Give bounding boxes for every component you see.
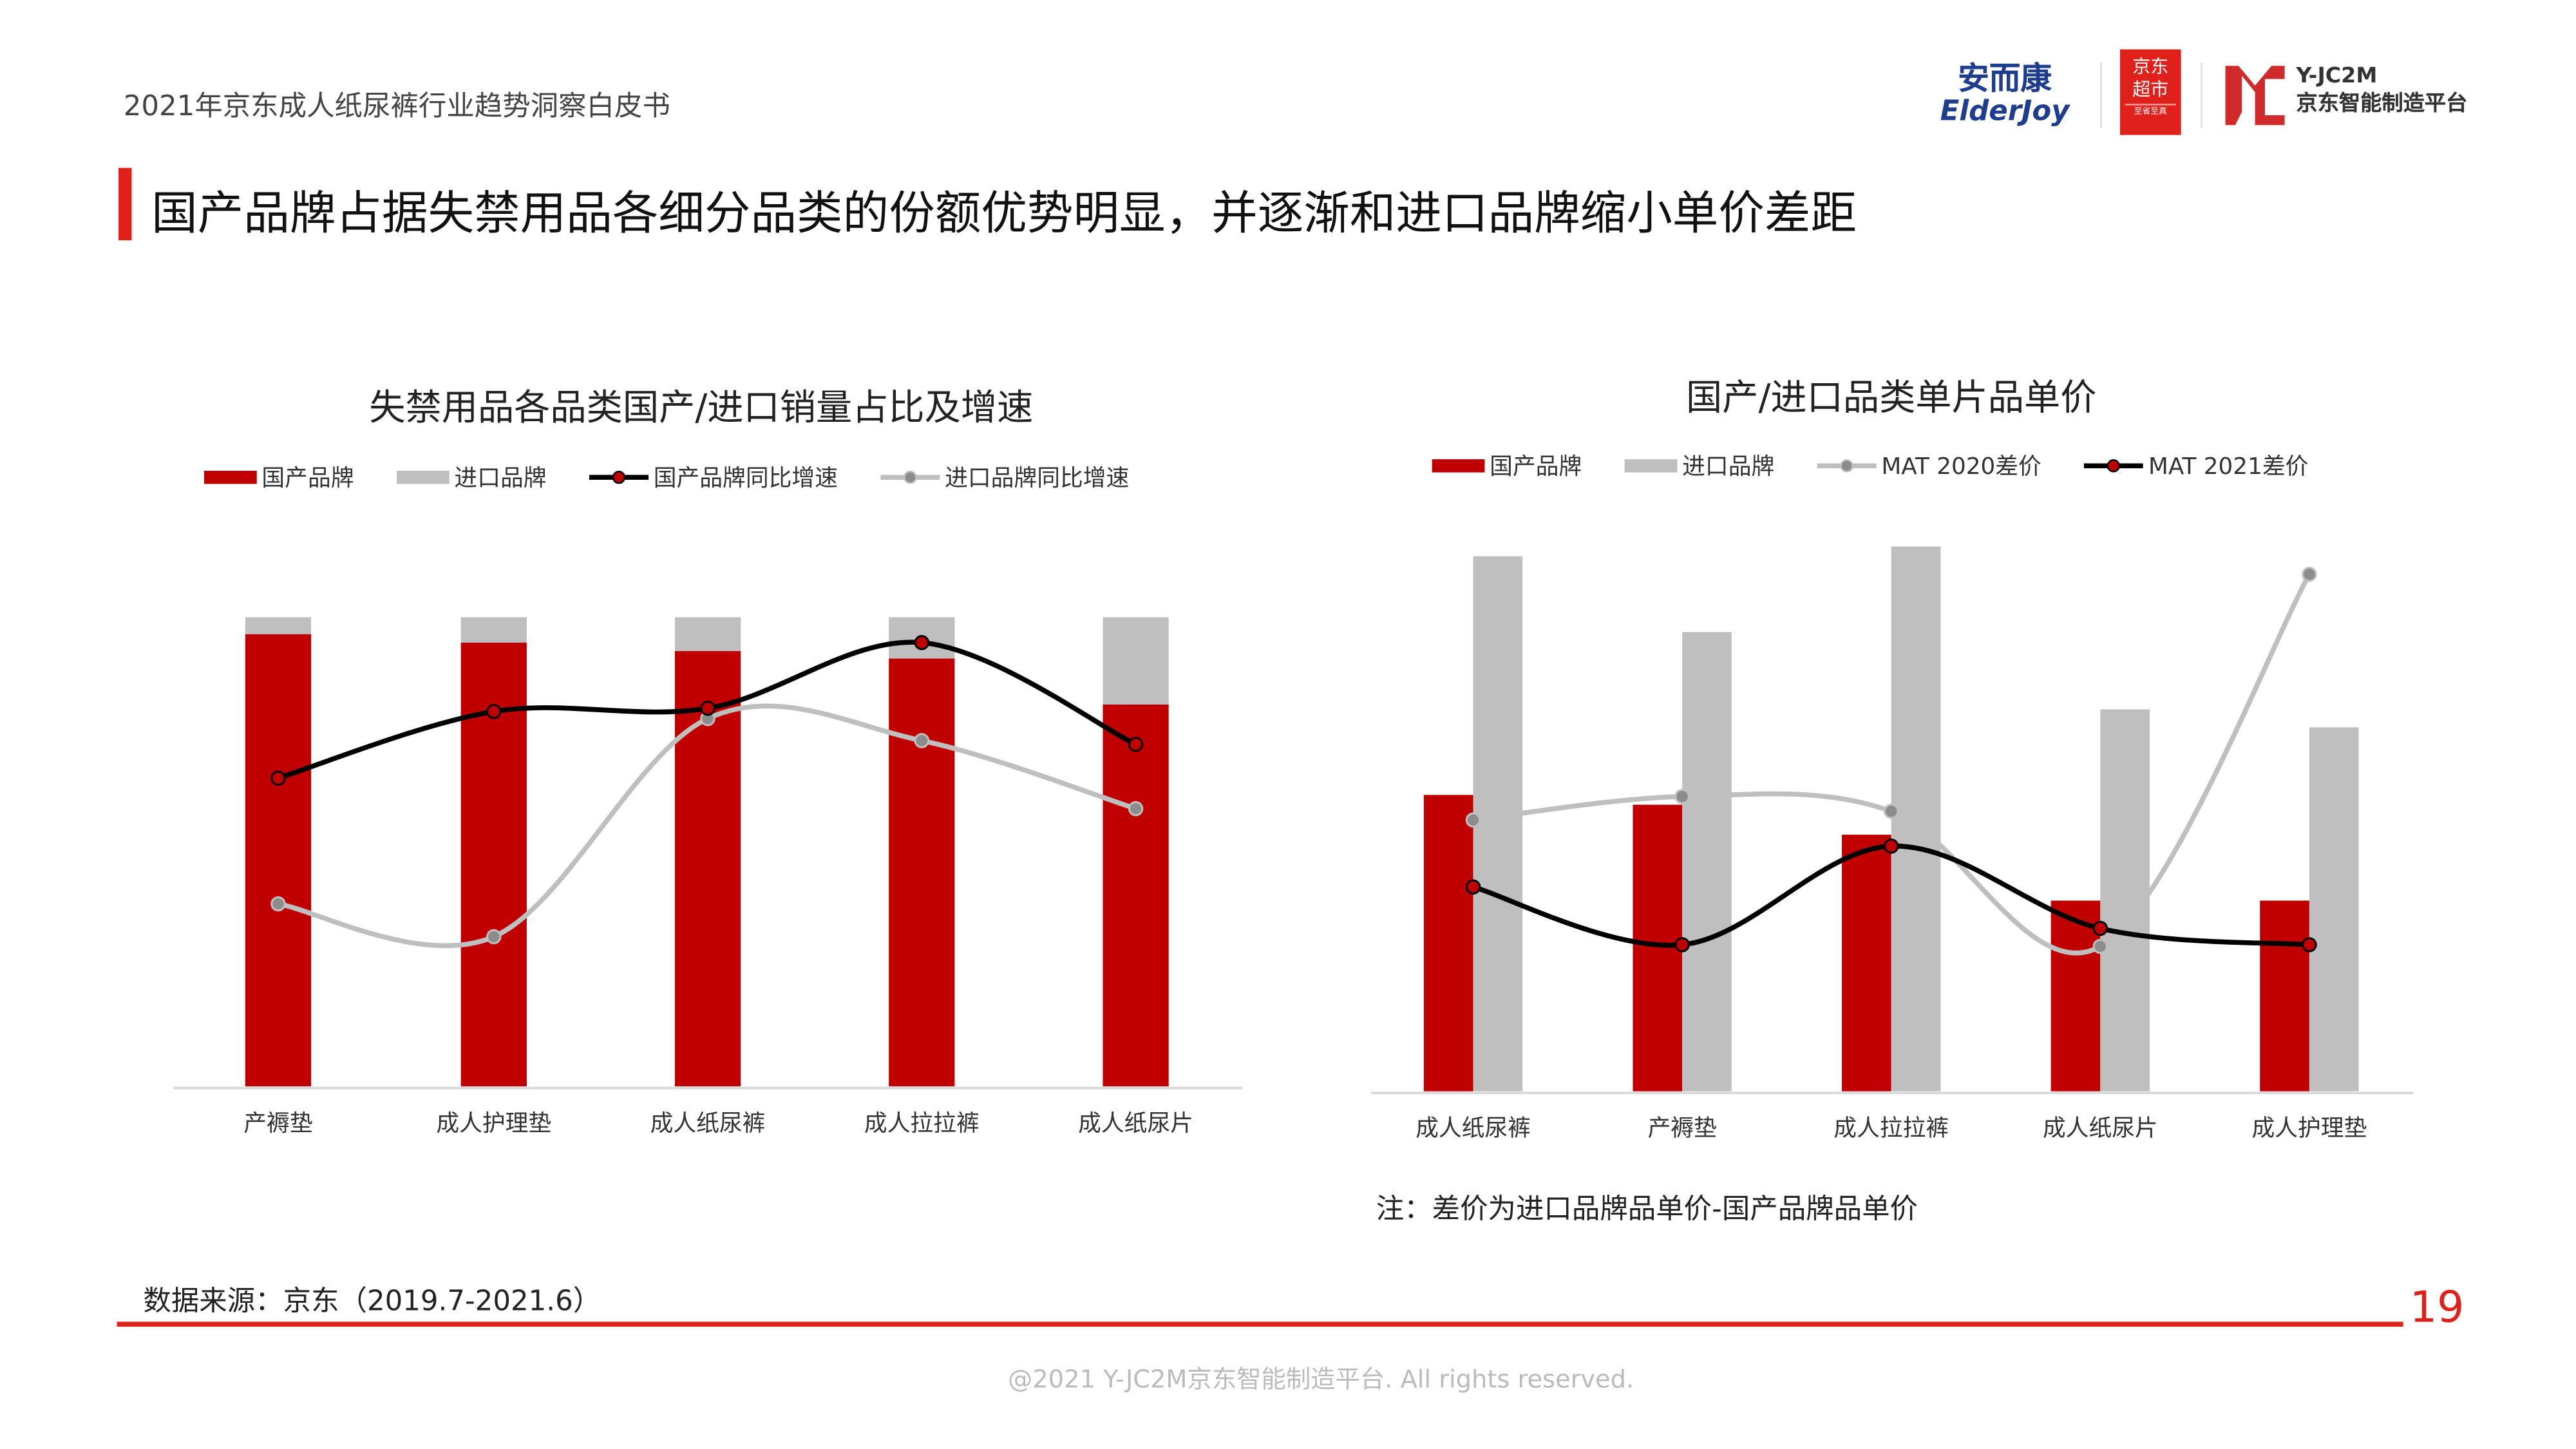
legend-swatch — [1432, 459, 1485, 473]
legend-label: 进口品牌 — [454, 466, 547, 493]
legend-swatch — [589, 470, 649, 484]
legend-item: 进口品牌 — [1624, 450, 1775, 482]
chart-1-bar-domestic — [889, 658, 955, 1086]
jd-logo-line2: 超市 — [2132, 79, 2169, 100]
legend-swatch — [880, 470, 940, 484]
elderjoy-logo: 安而康 ElderJoy — [1922, 62, 2087, 128]
chart-1-legend: 国产品牌 进口品牌 国产品牌同比增速 进口品牌同比增速 — [204, 461, 1129, 494]
chart-1-line-point — [270, 896, 286, 912]
chart-1-bar-imported — [460, 617, 527, 643]
legend-swatch — [396, 470, 450, 484]
headline-accent-bar — [118, 167, 132, 241]
page-number: 19 — [2409, 1283, 2465, 1334]
chart-2-line-point — [1465, 812, 1481, 828]
jd-supermarket-logo: 京东 超市 至省至真 — [2119, 49, 2181, 135]
legend-label: 国产品牌 — [1490, 454, 1582, 481]
chart-1-line-point — [1128, 800, 1144, 817]
chart-1-line-point — [486, 929, 502, 945]
legend-swatch — [1817, 459, 1877, 473]
chart-2-title: 国产/进口品类单片品单价 — [1685, 378, 2097, 420]
chart-2-line-point — [1674, 789, 1690, 804]
chart-2-bar-domestic — [1633, 804, 1683, 1092]
chart-2-x-tick-label: 产褥垫 — [1647, 1115, 1716, 1142]
legend-swatch — [2084, 459, 2144, 473]
legend-label: MAT 2020差价 — [1881, 454, 2041, 481]
chart-1-line-point — [1128, 737, 1144, 752]
chart-2-line-series-2 — [1473, 573, 2312, 956]
document-title: 2021年京东成人纸尿裤行业趋势洞察白皮书 — [123, 90, 670, 124]
chart-2-x-tick-label: 成人拉拉裤 — [1833, 1115, 1949, 1142]
legend-item: 进口品牌 — [396, 461, 547, 494]
copyright-footer: @2021 Y-JC2M京东智能制造平台. All rights reserve… — [1008, 1364, 1634, 1394]
chart-1-x-tick-label: 成人纸尿裤 — [650, 1110, 766, 1137]
chart-2-x-tick-label: 成人纸尿片 — [2043, 1115, 2158, 1142]
chart-1-bar-domestic — [245, 634, 312, 1086]
chart-2-legend: 国产品牌 进口品牌 MAT 2020差价 MAT 2021差价 — [1432, 450, 2308, 482]
chart-2-line-point — [2092, 938, 2108, 954]
logo-divider — [2201, 62, 2202, 129]
chart-2-line-point — [1465, 879, 1481, 895]
yjc2m-logo-text: Y-JC2M 京东智能制造平台 — [2296, 62, 2467, 118]
chart-2-bar-domestic — [2050, 900, 2101, 1092]
chart-1-line-point — [486, 704, 502, 719]
chart-1-line-point — [700, 701, 715, 716]
chart-2-bar-imported — [1473, 556, 1523, 1092]
legend-label: 国产品牌同比增速 — [653, 466, 838, 493]
chart-1-bar-imported — [674, 617, 741, 651]
legend-item: 国产品牌 — [1432, 450, 1582, 482]
chart-1-x-tick-label: 成人纸尿片 — [1078, 1110, 1193, 1137]
yjc2m-mark-icon — [2225, 66, 2285, 126]
chart-2-bar-domestic — [1423, 795, 1473, 1092]
legend-swatch — [1624, 459, 1678, 473]
chart-2-line-point — [2092, 920, 2108, 936]
footer-rule — [117, 1321, 2403, 1327]
headline: 国产品牌占据失禁用品各细分品类的份额优势明显，并逐渐和进口品牌缩小单价差距 — [151, 185, 1857, 241]
data-source: 数据来源：京东（2019.7-2021.6） — [143, 1285, 601, 1319]
chart-1-line-point — [270, 770, 286, 786]
elderjoy-logo-en: ElderJoy — [1940, 95, 2070, 129]
chart-2-x-tick-label: 成人护理垫 — [2252, 1115, 2367, 1142]
chart-1-bar-domestic — [1103, 704, 1169, 1086]
chart-1-title: 失禁用品各品类国产/进口销量占比及增速 — [369, 388, 1034, 430]
jd-logo-slogan: 至省至真 — [2125, 104, 2176, 118]
chart-2-x-tick-label: 成人纸尿裤 — [1416, 1115, 1531, 1142]
chart-note: 注：差价为进口品牌品单价-国产品牌品单价 — [1376, 1193, 1918, 1227]
legend-label: 进口品牌同比增速 — [945, 466, 1130, 493]
legend-item: 国产品牌 — [204, 461, 354, 494]
legend-label: 进口品牌 — [1682, 454, 1775, 481]
chart-2-line-point — [2302, 937, 2317, 952]
chart-1-bar-imported — [245, 617, 312, 634]
chart-2-bar-imported — [1891, 546, 1941, 1092]
chart-1-x-tick-label: 产褥垫 — [243, 1110, 312, 1137]
chart-1-bar-imported — [1103, 617, 1169, 705]
legend-label: MAT 2021差价 — [2148, 454, 2309, 481]
chart-1-line-point — [914, 635, 930, 650]
chart-1-line-series-3 — [278, 703, 1137, 949]
chart-1-x-tick-label: 成人拉拉裤 — [864, 1110, 980, 1137]
chart-1-x-tick-label: 成人护理垫 — [436, 1110, 551, 1137]
legend-item: 国产品牌同比增速 — [589, 461, 838, 494]
yjc2m-logo-en: Y-JC2M — [2296, 64, 2378, 90]
legend-swatch — [204, 470, 257, 484]
chart-2-line-point — [1883, 803, 1899, 819]
legend-item: 进口品牌同比增速 — [880, 461, 1129, 494]
chart-2-bar-imported — [2309, 727, 2359, 1092]
chart-2-line-point — [2302, 566, 2317, 582]
legend-item: MAT 2020差价 — [1817, 450, 2041, 482]
logo-divider — [2100, 62, 2102, 129]
chart-2-bar-domestic — [2260, 900, 2309, 1092]
chart-2-line-point — [1883, 838, 1899, 854]
chart-2-bar-imported — [1682, 632, 1732, 1092]
yjc2m-logo-cn: 京东智能制造平台 — [2296, 92, 2468, 117]
legend-item: MAT 2021差价 — [2084, 450, 2308, 482]
legend-label: 国产品牌 — [261, 466, 354, 493]
chart-2-bar-domestic — [1842, 835, 1891, 1092]
jd-logo-line1: 京东 — [2132, 55, 2169, 78]
chart-1-line-point — [914, 733, 930, 748]
elderjoy-logo-cn: 安而康 — [1958, 61, 2052, 97]
chart-2-line-point — [1674, 937, 1690, 952]
